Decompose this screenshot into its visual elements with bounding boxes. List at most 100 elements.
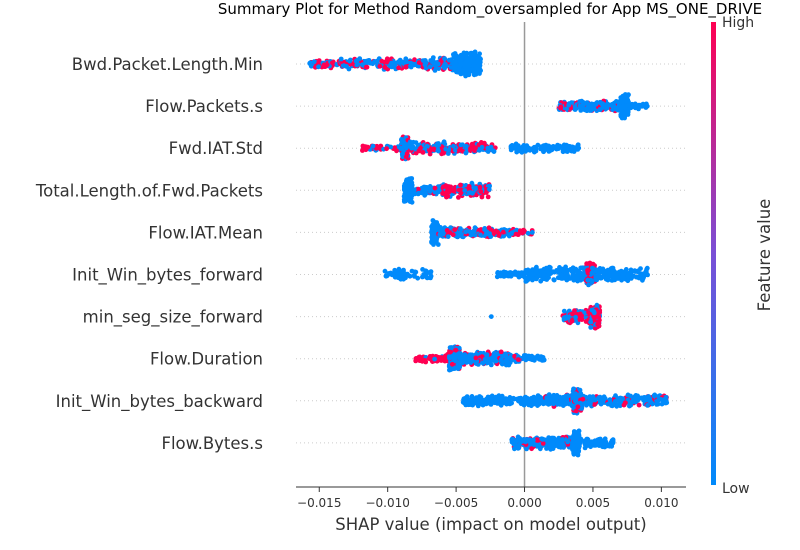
shap-point [397,60,403,66]
shap-point [311,59,317,65]
shap-point [488,144,494,150]
x-tick-label: −0.005 [434,496,478,510]
shap-point [466,184,472,189]
shap-point [580,396,586,402]
shap-point [578,265,584,271]
shap-point [530,437,536,443]
shap-point [466,229,472,235]
shap-point [573,314,578,320]
shap-point [547,264,552,270]
shap-point [570,273,576,278]
shap-point [470,68,476,74]
shap-point [584,108,590,114]
shap-point [422,62,428,68]
shap-point [427,64,433,70]
shap-point [441,150,446,156]
shap-point [409,143,414,149]
shap-point [446,57,452,63]
shap-point [533,268,539,274]
shap-point [469,180,475,186]
shap-point [503,353,509,359]
shap-point [427,189,433,195]
shap-point [449,361,455,367]
shap-point [594,268,600,273]
shap-point [508,145,514,151]
shap-point [307,60,313,66]
shap-point [451,188,457,193]
shap-point [396,275,402,281]
shap-point [493,358,499,364]
shap-point [432,185,438,191]
colorbar-low-label: Low [722,481,750,497]
shap-point [618,95,624,100]
shap-point [437,227,442,233]
shap-point [560,437,565,442]
shap-point [453,147,458,153]
shap-point [644,101,649,107]
shap-point [445,147,451,153]
shap-point [478,232,483,238]
shap-point [412,274,417,279]
shap-point [452,227,458,233]
shap-point [500,229,506,235]
shap-point [575,404,581,410]
feature-label: Fwd.IAT.Std [169,139,263,158]
shap-point [483,190,489,196]
shap-point [586,282,591,288]
shap-point [505,273,510,279]
shap-point [573,398,579,404]
shap-point [498,357,504,362]
shap-point [478,189,484,195]
shap-point [402,186,408,192]
shap-point [587,443,593,448]
shap-point [649,400,655,406]
shap-point [643,272,649,277]
shap-point [605,277,611,283]
shap-point [365,60,371,65]
shap-point [535,397,540,403]
colorbar-title: Feature value [755,199,774,312]
shap-point [625,392,631,398]
shap-point [435,61,441,67]
shap-point [442,56,447,61]
shap-point [408,176,413,182]
shap-point [569,318,575,324]
shap-point [544,397,550,402]
shap-point [428,269,434,274]
shap-point [521,353,527,358]
shap-point [571,145,576,150]
shap-point [411,187,417,193]
feature-label: Init_Win_bytes_forward [72,266,263,286]
shap-point [498,349,504,355]
shap-point [564,144,569,150]
x-ticks: −0.015 −0.010 −0.005 0.000 0.005 0.010 [297,487,679,510]
shap-point [463,72,469,78]
shap-point [636,104,642,110]
shap-point [526,275,531,281]
shap-point [518,396,524,402]
shap-point [515,357,521,362]
shap-point [564,277,570,283]
shap-point [513,231,519,237]
shap-point [466,190,472,196]
shap-point [469,352,475,358]
shap-point [537,356,542,362]
shap-point [620,396,625,401]
shap-point [550,442,556,447]
shap-point [373,59,379,65]
shap-point [392,61,398,67]
shap-point [458,182,463,188]
shap-point [594,277,600,283]
shap-point [560,149,566,155]
shap-point [564,398,570,403]
x-tick-label: 0.000 [507,496,541,510]
shap-point [573,408,579,414]
shap-point [511,440,517,446]
shap-point [479,194,485,200]
shap-point [485,194,491,200]
shap-point [491,148,496,154]
shap-point [584,261,590,266]
shap-point [416,60,422,65]
shap-point [515,143,521,149]
shap-point [530,230,535,235]
